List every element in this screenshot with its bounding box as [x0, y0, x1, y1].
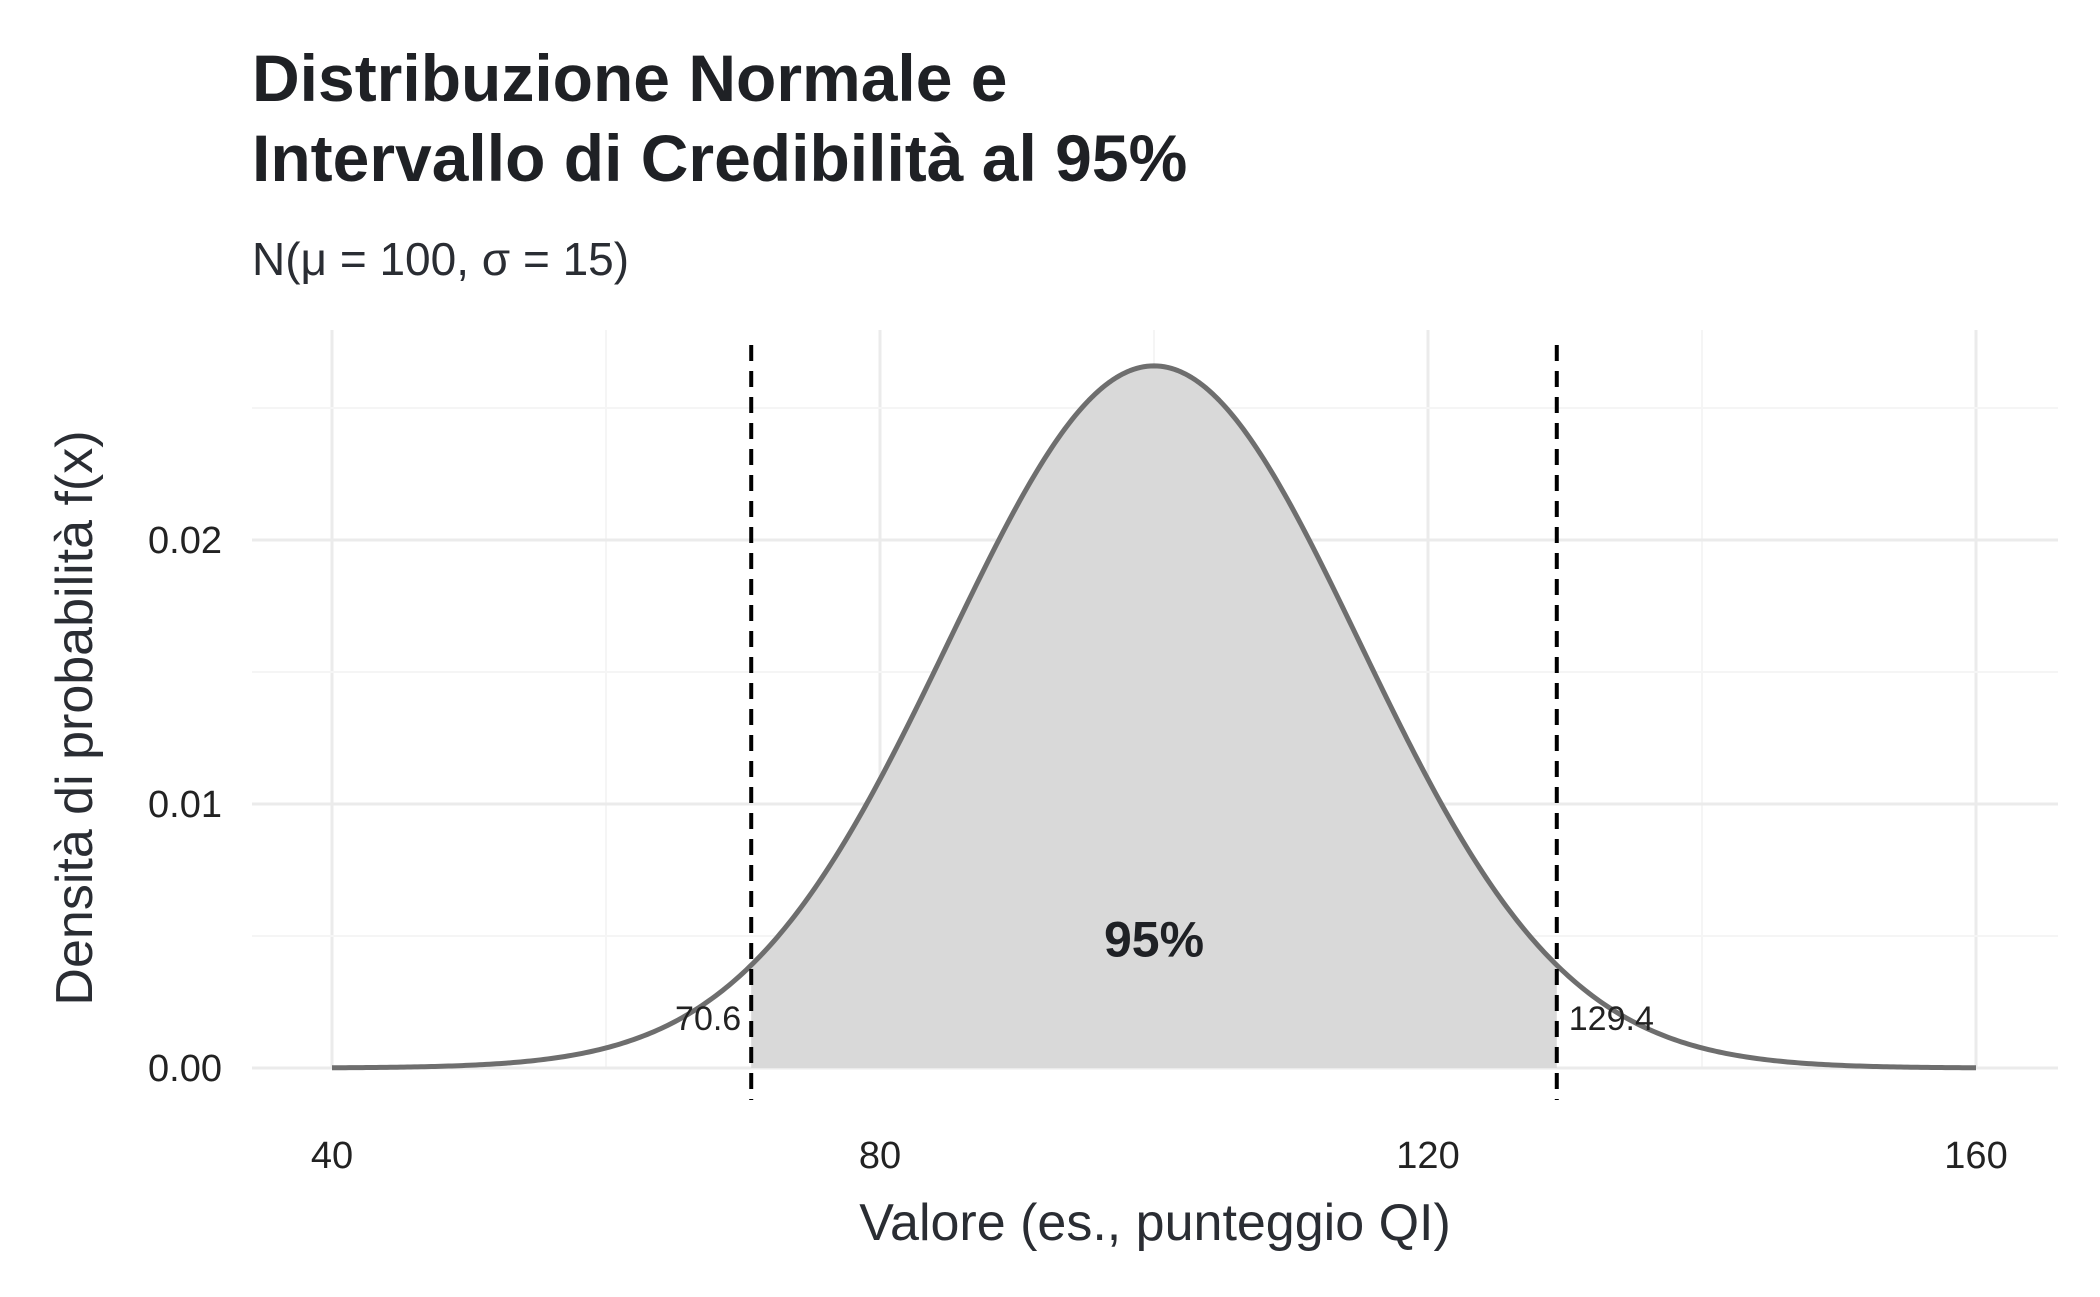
y-tick-label: 0.02 [148, 520, 222, 562]
x-tick-label: 120 [1396, 1135, 1459, 1177]
x-tick-label: 40 [311, 1135, 353, 1177]
chart-title: Distribuzione Normale e Intervallo di Cr… [252, 38, 1187, 198]
chart-subtitle: N(μ = 100, σ = 15) [252, 233, 630, 285]
annotations-layer: 95% 70.6 129.4 [675, 912, 1654, 1038]
x-tick-label: 80 [859, 1135, 901, 1177]
chart-title-line-2: Intervallo di Credibilità al 95% [252, 121, 1188, 195]
axes-layer: 40 80 120 160 0.00 0.01 0.02 Valore (es., punte… [46, 430, 2008, 1252]
density-curve [331, 363, 1977, 1071]
lower-bound-label: 70.6 [675, 1000, 741, 1038]
y-axis-label: Densità di probabilità f(x) [46, 430, 104, 1005]
interval-bounds-layer [749, 345, 1559, 1100]
upper-bound-label: 129.4 [1569, 1000, 1654, 1038]
credible-interval-area [751, 365, 1557, 1068]
y-tick-label: 0.01 [148, 784, 222, 826]
y-tick-label: 0.00 [148, 1048, 222, 1090]
x-axis-label: Valore (es., punteggio QI) [859, 1194, 1451, 1252]
x-tick-label: 160 [1944, 1135, 2007, 1177]
interval-mass-label: 95% [1104, 912, 1204, 968]
area-layer [331, 363, 1977, 1071]
chart-title-line-1: Distribuzione Normale e [252, 41, 1008, 115]
